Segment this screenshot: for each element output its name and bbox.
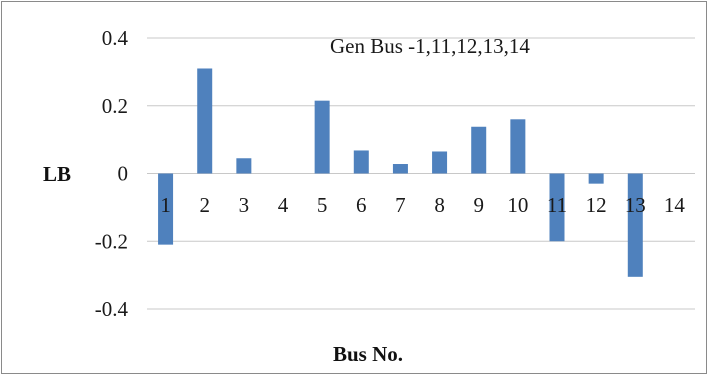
bar-bus-13 bbox=[627, 173, 643, 277]
y-tick-label: -0.4 bbox=[95, 297, 129, 321]
x-tick-label: 11 bbox=[547, 193, 567, 217]
bar-bus-2 bbox=[197, 68, 213, 174]
bar-bus-10 bbox=[510, 119, 526, 174]
x-tick-label: 8 bbox=[434, 193, 445, 217]
y-axis-title: LB bbox=[43, 162, 71, 186]
bar-bus-1 bbox=[158, 173, 174, 245]
x-tick-labels: 1 2 3 4 5 6 7 8 9 10 11 12 13 14 bbox=[160, 193, 685, 217]
bar-series bbox=[158, 68, 643, 277]
x-tick-label: 10 bbox=[507, 193, 528, 217]
bar-bus-7 bbox=[392, 164, 408, 174]
bar-bus-5 bbox=[314, 100, 330, 174]
x-tick-label: 12 bbox=[586, 193, 607, 217]
y-tick-label: 0.2 bbox=[102, 94, 128, 118]
x-tick-label: 6 bbox=[356, 193, 367, 217]
bar-bus-8 bbox=[432, 151, 448, 174]
y-tick-label: 0 bbox=[118, 162, 129, 186]
y-tick-label: 0.4 bbox=[102, 26, 129, 50]
bar-bus-3 bbox=[236, 158, 252, 174]
bar-bus-9 bbox=[471, 126, 487, 174]
x-tick-label: 7 bbox=[395, 193, 406, 217]
x-tick-label: 1 bbox=[160, 193, 171, 217]
x-tick-label: 13 bbox=[625, 193, 646, 217]
x-tick-label: 2 bbox=[199, 193, 210, 217]
gridlines bbox=[147, 37, 695, 310]
x-tick-label: 3 bbox=[239, 193, 250, 217]
x-tick-label: 14 bbox=[664, 193, 686, 217]
y-tick-labels: -0.4 -0.2 0 0.2 0.4 bbox=[95, 26, 129, 321]
x-axis-title: Bus No. bbox=[333, 342, 403, 366]
chart-annotation: Gen Bus -1,11,12,13,14 bbox=[330, 34, 530, 58]
bar-bus-12 bbox=[588, 173, 604, 184]
bar-bus-6 bbox=[353, 150, 369, 174]
x-tick-label: 4 bbox=[278, 193, 289, 217]
y-tick-label: -0.2 bbox=[95, 229, 128, 253]
x-tick-label: 5 bbox=[317, 193, 328, 217]
x-tick-label: 9 bbox=[473, 193, 484, 217]
bar-bus-11 bbox=[549, 173, 565, 242]
